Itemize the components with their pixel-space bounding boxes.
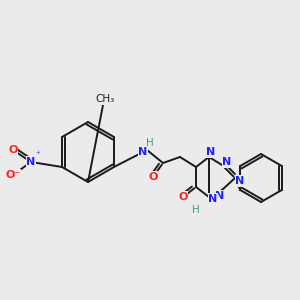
Text: N: N (138, 147, 148, 157)
Text: N: N (215, 191, 225, 201)
Text: N: N (26, 157, 36, 167)
Text: H: H (146, 138, 154, 148)
Text: O: O (8, 145, 18, 155)
Text: ⁺: ⁺ (36, 149, 40, 158)
Text: O⁻: O⁻ (5, 170, 21, 180)
Text: N: N (236, 176, 244, 186)
Text: O: O (148, 172, 158, 182)
Text: H: H (192, 205, 200, 215)
Text: N: N (206, 147, 216, 157)
Text: N: N (208, 194, 217, 204)
Text: N: N (222, 157, 232, 167)
Text: O: O (178, 192, 188, 202)
Text: CH₃: CH₃ (95, 94, 115, 104)
